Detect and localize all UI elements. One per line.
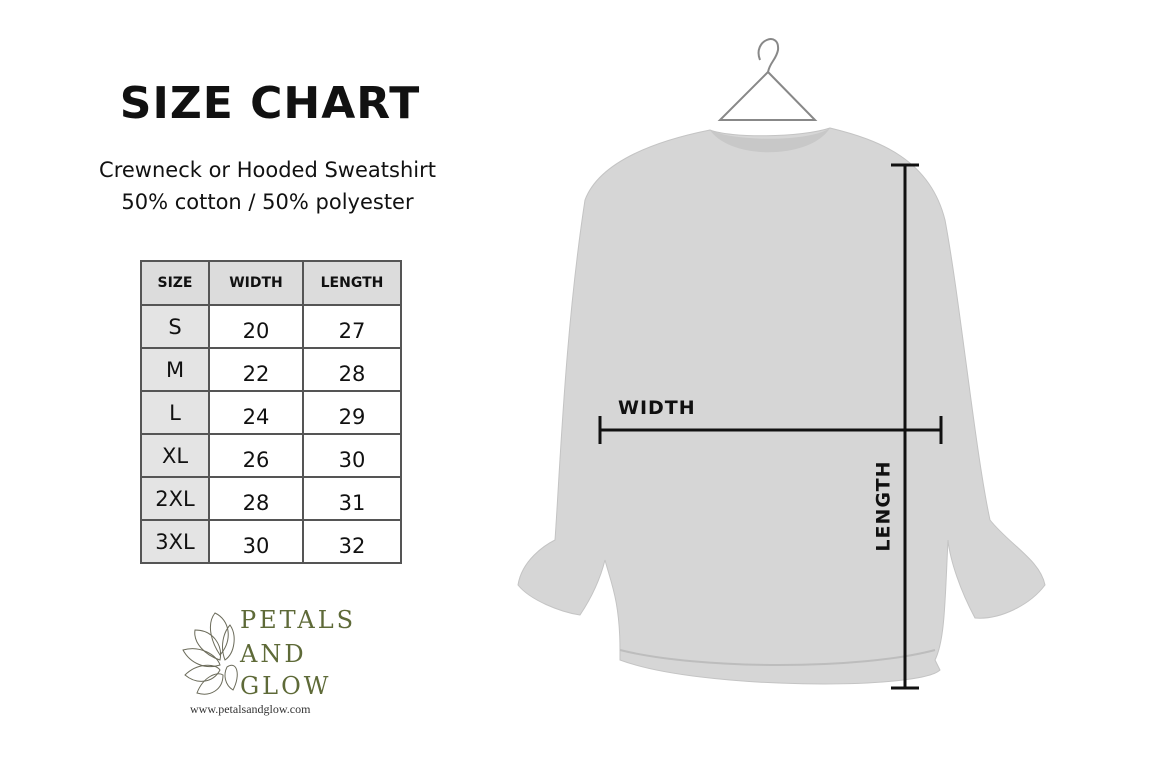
length-label: LENGTH [872,460,895,552]
cell-value: 20 [242,318,270,343]
cell-value: 2XL [155,486,195,511]
cell-value: 30 [338,447,366,472]
brand-line-3: GLOW [240,672,332,700]
flower-logo-icon [182,612,238,695]
cell-value: 28 [242,490,270,515]
cell-value: 26 [242,447,270,472]
length-cell: 32 [302,519,402,564]
cell-value: XL [161,443,189,468]
brand-line-2: AND [240,640,307,668]
width-cell: 28 [208,476,304,521]
cell-value: M [165,357,185,382]
cell-value: 27 [338,318,366,343]
size-cell: S [140,304,210,349]
size-cell: 3XL [140,519,210,564]
cell-value: 29 [338,404,366,429]
cell-value: 32 [338,533,366,558]
width-cell: 20 [208,304,304,349]
header-length: LENGTH [302,260,402,306]
product-type: Crewneck or Hooded Sweatshirt [99,158,436,182]
table-row: 2XL 28 31 [140,476,402,521]
length-cell: 28 [302,347,402,392]
cell-value: 31 [338,490,366,515]
cell-value: 28 [338,361,366,386]
cell-value: L [169,400,181,425]
size-cell: M [140,347,210,392]
size-table: SIZE WIDTH LENGTH S 20 27 M 22 28 L 24 29 XL 26 30 2… [140,260,402,564]
table-row: M 22 28 [140,347,402,392]
header-size: SIZE [140,260,210,306]
length-cell: 27 [302,304,402,349]
length-cell: 29 [302,390,402,435]
size-cell: 2XL [140,476,210,521]
cell-value: 30 [242,533,270,558]
table-header-row: SIZE WIDTH LENGTH [140,260,402,306]
width-cell: 26 [208,433,304,478]
width-label: WIDTH [618,397,696,419]
table-row: S 20 27 [140,304,402,349]
width-cell: 24 [208,390,304,435]
cell-value: 24 [242,404,270,429]
width-cell: 30 [208,519,304,564]
cell-value: 22 [242,361,270,386]
cell-value: S [168,314,182,339]
table-row: 3XL 30 32 [140,519,402,564]
length-cell: 31 [302,476,402,521]
table-row: L 24 29 [140,390,402,435]
brand-line-1: PETALS [240,606,357,634]
hanger-icon [717,38,818,121]
length-cell: 30 [302,433,402,478]
size-cell: L [140,390,210,435]
sweatshirt-body [517,127,1046,685]
brand-url: www.petalsandglow.com [190,702,311,716]
width-cell: 22 [208,347,304,392]
page-title: SIZE CHART [119,78,421,129]
fabric-composition: 50% cotton / 50% polyester [121,190,414,214]
cell-value: 3XL [155,529,195,554]
table-row: XL 26 30 [140,433,402,478]
header-width: WIDTH [208,260,304,306]
size-cell: XL [140,433,210,478]
